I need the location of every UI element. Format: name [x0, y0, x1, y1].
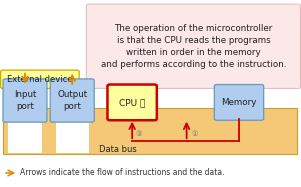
Text: ③: ③ — [136, 131, 142, 137]
Text: Memory: Memory — [221, 98, 257, 107]
Text: Arrows indicate the flow of instructions and the data.: Arrows indicate the flow of instructions… — [20, 168, 225, 177]
FancyBboxPatch shape — [1, 70, 79, 88]
Bar — [56, 121, 89, 153]
Bar — [8, 121, 42, 153]
Text: Data bus: Data bus — [98, 145, 136, 154]
FancyBboxPatch shape — [3, 79, 47, 122]
Text: CPU ⒫: CPU ⒫ — [119, 98, 145, 107]
Text: The operation of the microcontroller
is that the CPU reads the programs
written : The operation of the microcontroller is … — [101, 24, 286, 69]
Text: Input
port: Input port — [14, 91, 36, 111]
Text: ①: ① — [191, 131, 198, 137]
FancyBboxPatch shape — [86, 4, 300, 88]
Bar — [3, 108, 297, 154]
FancyBboxPatch shape — [50, 79, 94, 122]
FancyBboxPatch shape — [107, 85, 157, 120]
Text: External device: External device — [7, 75, 73, 84]
Text: Output
port: Output port — [57, 91, 87, 111]
FancyBboxPatch shape — [214, 85, 264, 120]
